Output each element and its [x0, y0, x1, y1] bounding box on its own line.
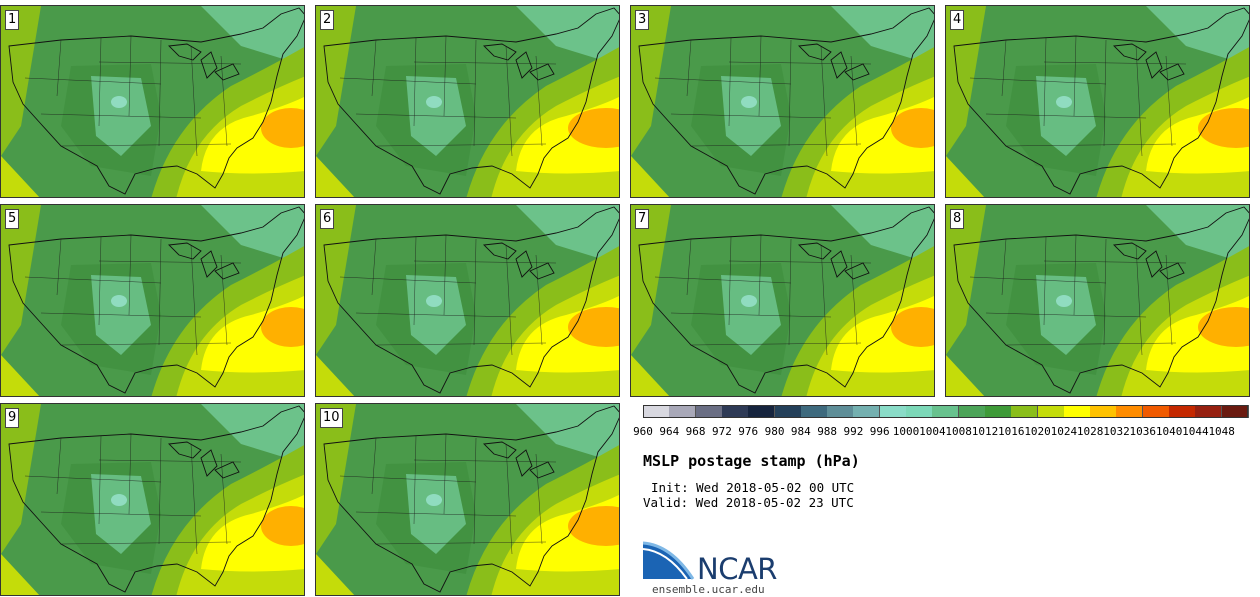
member-panel-7: 7: [630, 204, 935, 397]
member-panel-8: 8: [945, 204, 1250, 397]
colorbar-swatch: [748, 405, 776, 418]
colorbar-tick-label: 1028: [1076, 425, 1104, 438]
member-panel-6: 6: [315, 204, 620, 397]
colorbar-swatch: [1195, 405, 1223, 418]
member-number: 1: [5, 10, 20, 30]
colorbar-swatch: [721, 405, 749, 418]
colorbar-tick-label: 1016: [998, 425, 1025, 438]
colorbar-tick-label: 964: [659, 425, 680, 438]
colorbar-swatch: [853, 405, 881, 418]
colorbar-tick-label: 1040: [1155, 425, 1183, 438]
colorbar-swatch: [958, 405, 986, 418]
valid-time: Valid: Wed 2018-05-02 23 UTC: [643, 495, 854, 510]
colorbar-tick-label: 968: [685, 425, 706, 438]
colorbar-tick-label: 1020: [1024, 425, 1051, 438]
colorbar-swatch: [1116, 405, 1144, 418]
colorbar-tick-label: 1000: [892, 425, 920, 438]
colorbar-tick-label: 1036: [1129, 425, 1157, 438]
colorbar-tick-label: 988: [817, 425, 838, 438]
pressure-map: [631, 205, 934, 396]
colorbar-tick-label: 1008: [945, 425, 972, 438]
chart-title: MSLP postage stamp (hPa): [643, 452, 860, 470]
colorbar-tick-label: 1012: [971, 425, 999, 438]
pressure-map: [946, 6, 1249, 197]
colorbar-swatch: [1090, 405, 1118, 418]
site-url: ensemble.ucar.edu: [652, 583, 765, 596]
member-panel-10: 10: [315, 403, 620, 596]
colorbar-swatch: [827, 405, 855, 418]
colorbar-swatch: [1142, 405, 1170, 418]
member-number: 8: [950, 209, 965, 229]
pressure-map: [316, 404, 619, 595]
colorbar-tick-label: 984: [790, 425, 811, 438]
colorbar-swatch: [800, 405, 828, 418]
colorbar-swatch: [1011, 405, 1039, 418]
member-number: 7: [635, 209, 650, 229]
colorbar-swatch: [1037, 405, 1065, 418]
member-number: 4: [950, 10, 965, 30]
member-number: 2: [320, 10, 335, 30]
member-panel-2: 2: [315, 5, 620, 198]
pressure-colorbar: [643, 405, 1249, 418]
pressure-map: [316, 205, 619, 396]
colorbar-swatch: [695, 405, 723, 418]
colorbar-swatch: [879, 405, 907, 418]
pressure-map: [1, 6, 304, 197]
colorbar-swatch: [643, 405, 670, 418]
ncar-logo-text: NCAR: [697, 552, 777, 586]
colorbar-tick-label: 996: [869, 425, 890, 438]
colorbar-tick-label: 1044: [1182, 425, 1209, 438]
colorbar-swatch: [984, 405, 1012, 418]
ncar-logo-icon: [643, 541, 695, 580]
pressure-map: [631, 6, 934, 197]
colorbar-tick-label: 1024: [1050, 425, 1078, 438]
colorbar-tick-label: 1032: [1103, 425, 1130, 438]
colorbar-tick-label: 972: [711, 425, 732, 438]
pressure-map: [946, 205, 1249, 396]
colorbar-swatch: [1221, 405, 1249, 418]
member-number: 10: [320, 408, 343, 428]
member-number: 6: [320, 209, 335, 229]
pressure-map: [1, 404, 304, 595]
colorbar-swatch: [1063, 405, 1091, 418]
colorbar-tick-label: 960: [633, 425, 653, 438]
member-panel-5: 5: [0, 204, 305, 397]
colorbar-tick-label: 1048: [1208, 425, 1235, 438]
member-number: 5: [5, 209, 20, 229]
member-panel-3: 3: [630, 5, 935, 198]
member-panel-9: 9: [0, 403, 305, 596]
colorbar-tick-label: 976: [738, 425, 759, 438]
colorbar-swatch: [774, 405, 802, 418]
colorbar-swatch: [1169, 405, 1197, 418]
colorbar-tick-label: 1004: [919, 425, 946, 438]
member-number: 3: [635, 10, 650, 30]
member-number: 9: [5, 408, 20, 428]
pressure-map: [1, 205, 304, 396]
colorbar-swatch: [906, 405, 934, 418]
member-panel-4: 4: [945, 5, 1250, 198]
colorbar-tick-label: 992: [843, 425, 864, 438]
init-time: Init: Wed 2018-05-02 00 UTC: [651, 480, 855, 495]
colorbar-swatch: [932, 405, 960, 418]
member-panel-1: 1: [0, 5, 305, 198]
colorbar-tick-label: 980: [764, 425, 785, 438]
colorbar-swatch: [669, 405, 697, 418]
pressure-map: [316, 6, 619, 197]
